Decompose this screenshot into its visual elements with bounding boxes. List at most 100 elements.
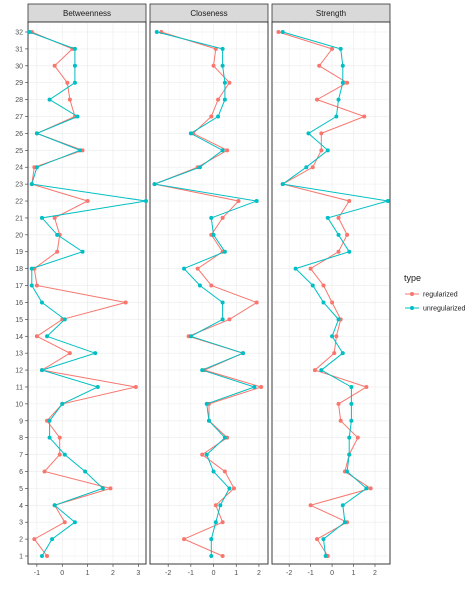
y-tick-label: 11 — [16, 384, 23, 391]
point-regularized — [52, 63, 57, 68]
facet-panel-closeness: Closeness -2 -1 0 1 2 — [149, 3, 269, 577]
point-unregularized — [209, 554, 214, 558]
point-regularized — [182, 537, 187, 542]
y-tick-label: 25 — [15, 148, 23, 155]
y-tick-label: 21 — [15, 215, 23, 222]
panel-border — [27, 21, 147, 565]
point-unregularized — [93, 351, 98, 356]
y-tick-label: 30 — [15, 63, 23, 70]
point-regularized — [319, 131, 324, 136]
point-unregularized — [39, 368, 44, 373]
panel-border — [149, 21, 269, 565]
y-tick-label: 14 — [15, 334, 23, 341]
point-unregularized — [340, 351, 345, 356]
point-unregularized — [330, 334, 335, 339]
point-unregularized — [39, 300, 44, 305]
point-unregularized — [34, 131, 39, 136]
point-unregularized — [47, 418, 52, 423]
point-unregularized — [385, 199, 390, 204]
point-regularized — [345, 80, 350, 85]
y-tick-label: 1 — [19, 554, 23, 561]
point-unregularized — [60, 401, 65, 406]
point-unregularized — [197, 165, 202, 170]
point-regularized — [330, 300, 335, 305]
point-unregularized — [45, 334, 50, 339]
y-tick-label: 10 — [15, 401, 23, 408]
y-tick-label: 22 — [15, 199, 23, 206]
point-unregularized — [50, 537, 55, 542]
point-regularized — [211, 63, 216, 68]
point-regularized — [45, 554, 50, 558]
point-regularized — [133, 384, 138, 389]
x-tick-label: -1 — [308, 570, 314, 577]
y-tick-label: 32 — [15, 30, 23, 37]
point-regularized — [62, 520, 67, 525]
point-regularized — [332, 351, 337, 356]
point-unregularized — [347, 435, 352, 440]
point-unregularized — [197, 283, 202, 288]
point-regularized — [308, 503, 313, 508]
point-regularized — [308, 266, 313, 271]
point-unregularized — [144, 199, 148, 204]
point-regularized — [216, 97, 221, 102]
point-regularized — [123, 300, 128, 305]
point-regularized — [259, 384, 264, 389]
point-regularized — [315, 537, 320, 542]
point-regularized — [319, 148, 324, 153]
point-unregularized — [323, 554, 328, 558]
point-regularized — [209, 283, 214, 288]
x-tick-label: 2 — [111, 570, 115, 577]
point-unregularized — [216, 114, 221, 119]
series-line-unregularized — [152, 31, 259, 556]
point-unregularized — [204, 401, 209, 406]
y-tick-label: 31 — [15, 46, 23, 53]
x-tick-label: 1 — [234, 570, 238, 577]
y-tick-label: 9 — [19, 418, 23, 425]
point-unregularized — [336, 317, 341, 322]
x-tick-label: 0 — [212, 570, 216, 577]
point-unregularized — [47, 435, 52, 440]
y-tick-label: 12 — [15, 368, 23, 375]
panel-border — [271, 21, 391, 565]
point-regularized — [34, 283, 39, 288]
point-regularized — [227, 80, 232, 85]
point-unregularized — [72, 63, 77, 68]
point-unregularized — [364, 486, 369, 491]
y-tick-label: 8 — [19, 435, 23, 442]
point-unregularized — [349, 401, 354, 406]
legend-item-regularized: regularized — [405, 292, 458, 299]
point-unregularized — [321, 300, 326, 305]
point-unregularized — [95, 384, 100, 389]
legend-key-point — [410, 292, 414, 296]
point-unregularized — [345, 469, 350, 474]
point-unregularized — [100, 486, 105, 491]
legend-item-unregularized: unregularized — [405, 306, 466, 313]
point-regularized — [336, 401, 341, 406]
point-regularized — [276, 30, 281, 34]
facet-title: Strength — [316, 9, 346, 18]
x-tick-label: 2 — [373, 570, 377, 577]
point-unregularized — [252, 384, 257, 389]
point-unregularized — [39, 554, 44, 558]
point-unregularized — [29, 182, 34, 187]
point-regularized — [67, 351, 72, 356]
point-unregularized — [29, 266, 34, 271]
point-unregularized — [304, 165, 309, 170]
point-regularized — [67, 97, 72, 102]
point-regularized — [55, 249, 60, 254]
point-regularized — [220, 554, 225, 558]
y-tick-label: 15 — [15, 317, 23, 324]
point-unregularized — [154, 30, 159, 34]
point-unregularized — [47, 97, 52, 102]
point-unregularized — [204, 452, 209, 457]
point-regularized — [227, 317, 232, 322]
x-tick-label: 1 — [86, 570, 90, 577]
x-tick-label: 1 — [352, 570, 356, 577]
point-unregularized — [83, 469, 88, 474]
x-tick-label: 2 — [257, 570, 261, 577]
point-regularized — [330, 46, 335, 51]
series-line-regularized — [31, 31, 136, 557]
point-regularized — [254, 300, 259, 305]
point-unregularized — [222, 97, 227, 102]
